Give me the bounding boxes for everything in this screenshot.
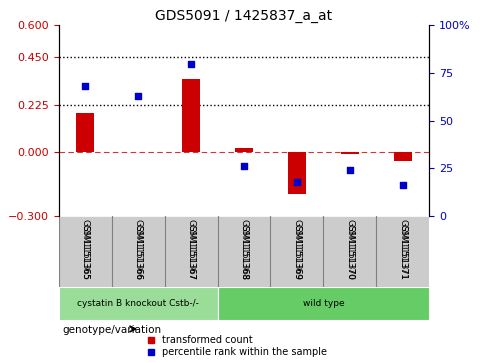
Text: GSM1151369: GSM1151369 <box>292 224 302 280</box>
Point <box>346 167 354 173</box>
FancyBboxPatch shape <box>324 216 376 287</box>
Text: GSM1151369: GSM1151369 <box>292 220 302 280</box>
FancyBboxPatch shape <box>270 216 324 287</box>
Text: genotype/variation: genotype/variation <box>62 325 162 335</box>
Text: GSM1151368: GSM1151368 <box>240 220 248 280</box>
Text: GSM1151367: GSM1151367 <box>186 224 196 280</box>
FancyBboxPatch shape <box>218 287 429 320</box>
Text: transformed count: transformed count <box>163 335 253 345</box>
Text: GSM1151365: GSM1151365 <box>81 220 90 280</box>
FancyBboxPatch shape <box>59 216 112 287</box>
Text: GSM1151366: GSM1151366 <box>134 220 142 280</box>
FancyBboxPatch shape <box>59 287 218 320</box>
Point <box>187 61 195 66</box>
Title: GDS5091 / 1425837_a_at: GDS5091 / 1425837_a_at <box>156 9 332 23</box>
Point <box>134 93 142 99</box>
Text: GSM1151365: GSM1151365 <box>81 224 90 280</box>
Bar <box>182 79 200 152</box>
Text: percentile rank within the sample: percentile rank within the sample <box>163 347 327 357</box>
Text: GSM1151366: GSM1151366 <box>134 224 142 280</box>
FancyBboxPatch shape <box>376 216 429 287</box>
Text: GSM1151367: GSM1151367 <box>186 220 196 280</box>
Text: wild type: wild type <box>303 299 345 308</box>
Point <box>399 183 407 188</box>
Text: GSM1151370: GSM1151370 <box>346 220 354 280</box>
Bar <box>341 152 359 155</box>
Bar <box>235 148 253 152</box>
Point <box>81 83 89 89</box>
Point <box>240 163 248 169</box>
Bar <box>288 152 306 193</box>
FancyBboxPatch shape <box>164 216 218 287</box>
Text: GSM1151368: GSM1151368 <box>240 224 248 280</box>
Bar <box>76 113 94 152</box>
Text: cystatin B knockout Cstb-/-: cystatin B knockout Cstb-/- <box>77 299 199 308</box>
FancyBboxPatch shape <box>218 216 270 287</box>
Text: GSM1151371: GSM1151371 <box>398 224 407 280</box>
Text: GSM1151371: GSM1151371 <box>398 220 407 280</box>
FancyBboxPatch shape <box>112 216 164 287</box>
Point <box>293 179 301 184</box>
Bar <box>394 152 412 161</box>
Text: GSM1151370: GSM1151370 <box>346 224 354 280</box>
